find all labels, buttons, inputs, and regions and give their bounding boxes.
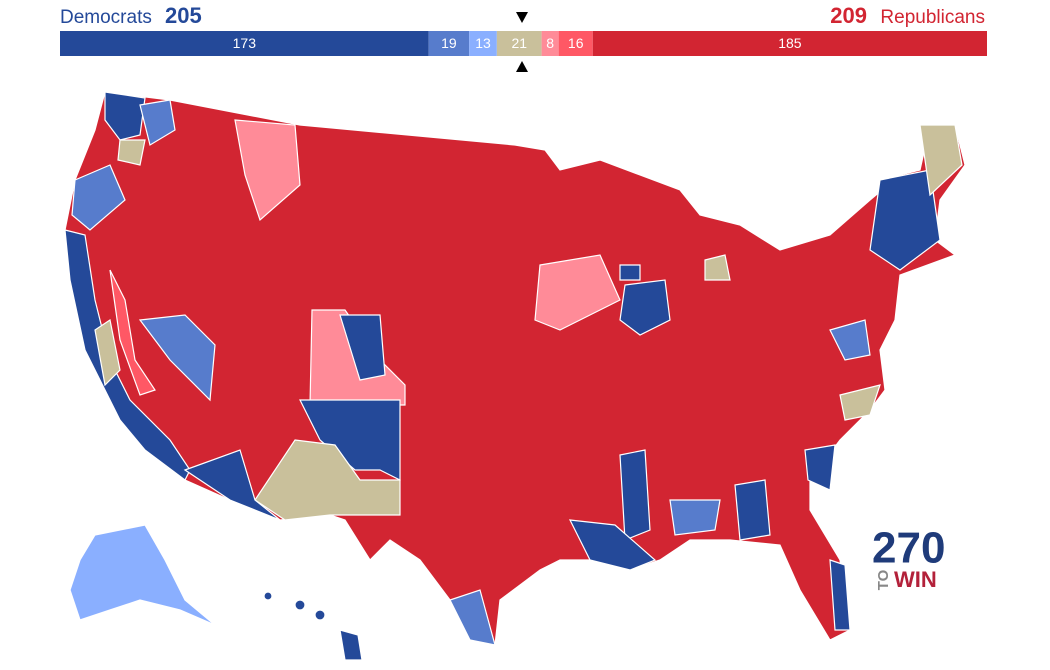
rep-total: 209 [830,3,867,28]
bar-segment [469,31,497,56]
district [117,139,146,166]
district [619,279,671,336]
logo-number: 270 [872,524,945,573]
segment-label: 8 [546,35,554,51]
logo-win: WIN [894,567,937,592]
district [568,519,657,571]
hawaii [294,599,306,611]
district [669,499,721,536]
district [138,314,216,402]
district [804,444,836,491]
district [299,399,401,481]
bar-segment [592,31,987,56]
district [829,559,851,631]
segment-label: 16 [568,35,584,51]
bar-segment [558,31,593,56]
segment-label: 21 [511,35,527,51]
district [104,91,146,141]
seat-bar: 173 19 13 21 8 16 185 [60,31,987,56]
district [94,319,121,387]
hawaii [314,609,326,621]
rep-label: Republicans [880,7,985,28]
district [534,254,621,331]
district [839,384,881,421]
district [704,254,731,281]
district [339,314,386,381]
logo-to: TO [875,569,892,590]
midpoint-marker [516,12,528,23]
district [919,124,963,197]
district [183,449,281,521]
dem-label: Democrats [60,7,152,28]
district [619,264,641,281]
bar-segment [428,31,470,56]
hawaii [263,591,273,601]
district [869,169,941,271]
bar-segment [60,31,429,56]
map [64,91,966,661]
logo: 270 TO WIN [872,524,945,592]
midpoint-marker [516,61,528,72]
bar-segment [541,31,559,56]
district [619,449,651,541]
district [71,164,126,231]
segment-label: 13 [475,35,491,51]
district [734,479,771,541]
segment-label: 19 [441,35,457,51]
segment-label: 185 [778,35,802,51]
dem-total: 205 [165,3,202,28]
district [109,269,156,396]
alaska [69,524,216,626]
segment-label: 173 [233,35,257,51]
district [829,319,871,361]
hawaii [339,629,363,661]
district [449,589,496,646]
bar-segment [496,31,542,56]
district [139,99,176,146]
district [234,119,301,222]
district [254,439,401,521]
